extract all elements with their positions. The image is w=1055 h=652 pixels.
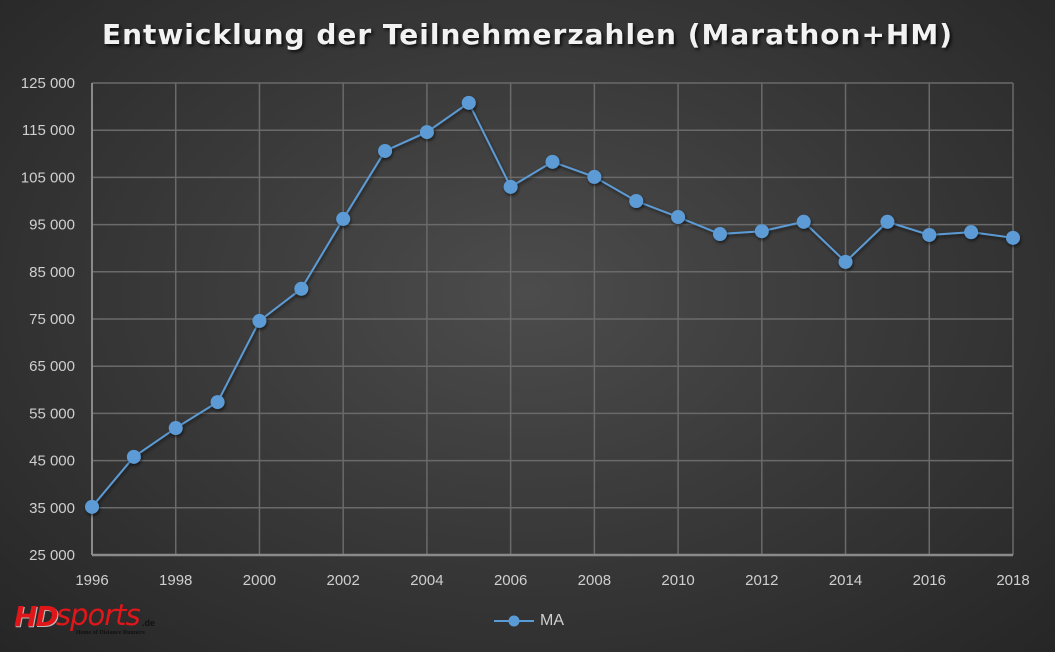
x-tick-label: 2018 <box>996 572 1029 589</box>
x-tick-label: 2014 <box>829 572 862 589</box>
x-tick-label: 2016 <box>913 572 946 589</box>
data-point-marker <box>378 143 393 158</box>
series-ma <box>85 95 1020 514</box>
x-tick-label: 2012 <box>745 572 778 589</box>
data-point-marker <box>545 154 560 169</box>
data-point-marker <box>880 214 895 229</box>
x-tick-label: 1998 <box>159 572 192 589</box>
y-tick-label: 45 000 <box>29 453 75 470</box>
data-point-marker <box>964 225 979 240</box>
y-tick-label: 95 000 <box>29 217 75 234</box>
logo-suffix: .de <box>142 618 156 628</box>
x-tick-label: 2000 <box>243 572 276 589</box>
y-tick-label: 65 000 <box>29 358 75 375</box>
data-point-marker <box>85 499 99 514</box>
data-point-marker <box>629 194 644 208</box>
y-tick-label: 25 000 <box>29 547 75 564</box>
data-point-marker <box>671 210 686 225</box>
y-tick-label: 105 000 <box>21 169 75 186</box>
x-tick-label: 2002 <box>326 572 359 589</box>
data-point-marker <box>922 227 937 242</box>
y-tick-label: 125 000 <box>21 75 75 92</box>
x-tick-label: 2004 <box>410 572 443 589</box>
data-point-marker <box>419 125 434 140</box>
data-point-marker <box>294 281 309 296</box>
legend: MA <box>494 611 564 631</box>
data-point-marker <box>168 421 183 436</box>
y-tick-label: 75 000 <box>29 311 75 328</box>
data-point-marker <box>210 395 225 410</box>
y-tick-label: 55 000 <box>29 405 75 422</box>
x-tick-label: 2006 <box>494 572 527 589</box>
data-point-marker <box>461 95 476 110</box>
data-point-marker <box>126 449 141 464</box>
y-axis-labels: 125 000 115 000 105 000 95 000 85 000 75 000 6… <box>21 75 75 564</box>
data-point-marker <box>336 211 351 226</box>
legend-label: MA <box>540 612 564 629</box>
data-point-marker <box>1006 230 1020 245</box>
data-point-marker <box>754 224 769 239</box>
data-point-marker <box>252 313 267 328</box>
logo-tagline: Home of Distance Runners <box>76 630 145 636</box>
data-point-marker <box>712 227 727 242</box>
line-chart: 125 000 115 000 105 000 95 000 85 000 75 000 6… <box>21 75 1030 589</box>
chart-title: Entwicklung der Teilnehmerzahlen (Marath… <box>101 18 954 51</box>
hdsports-logo: HD sports .de Home of Distance Runners <box>10 598 160 642</box>
y-tick-label: 35 000 <box>29 500 75 517</box>
x-tick-label: 2010 <box>661 572 694 589</box>
legend-line-marker-icon <box>494 615 534 627</box>
y-tick-label: 85 000 <box>29 264 75 281</box>
logo-hd: HD <box>14 600 59 633</box>
x-tick-label: 2008 <box>578 572 611 589</box>
data-point-marker <box>587 169 602 184</box>
x-axis-labels: 1996 1998 2000 2002 2004 2006 2008 2010 2012 2014… <box>75 572 1029 589</box>
data-point-marker <box>838 254 853 269</box>
logo-sports: sports <box>56 598 141 632</box>
x-tick-label: 1996 <box>75 572 108 589</box>
y-tick-label: 115 000 <box>22 122 75 139</box>
gridlines <box>91 82 1014 557</box>
data-point-marker <box>796 214 811 229</box>
data-point-marker <box>503 179 518 194</box>
